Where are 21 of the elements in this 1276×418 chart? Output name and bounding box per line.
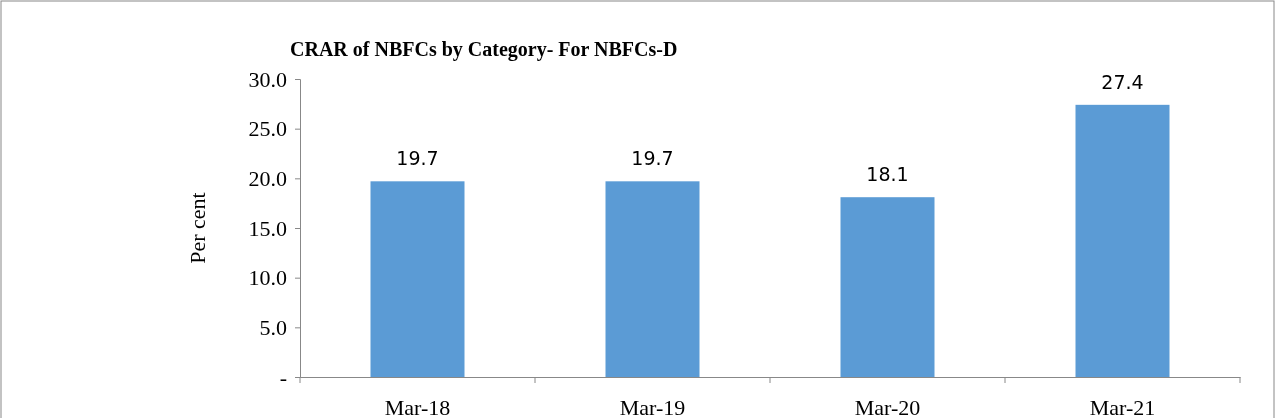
y-tick-label: 5.0 (259, 314, 287, 340)
x-tick-label: Mar-21 (1089, 394, 1156, 418)
bar (605, 181, 700, 377)
y-tick-label: 20.0 (248, 165, 287, 191)
bar (370, 181, 465, 377)
data-label: 18.1 (866, 163, 909, 186)
y-tick-label: 10.0 (248, 265, 287, 291)
y-tick-label: 25.0 (248, 116, 287, 142)
chart-title: CRAR of NBFCs by Category- For NBFCs-D (290, 38, 678, 61)
data-label: 19.7 (631, 147, 674, 170)
y-tick-label: 15.0 (248, 215, 287, 241)
x-tick-label: Mar-18 (384, 394, 451, 418)
data-label: 27.4 (1101, 70, 1144, 93)
y-tick-label: - (279, 364, 287, 390)
y-axis-title: Per cent (185, 192, 210, 264)
y-tick-label: 30.0 (248, 66, 287, 92)
bar (1075, 104, 1170, 377)
x-tick-label: Mar-20 (854, 394, 921, 418)
data-label: 19.7 (396, 147, 439, 170)
bar (840, 197, 935, 377)
x-tick-label: Mar-19 (619, 394, 686, 418)
